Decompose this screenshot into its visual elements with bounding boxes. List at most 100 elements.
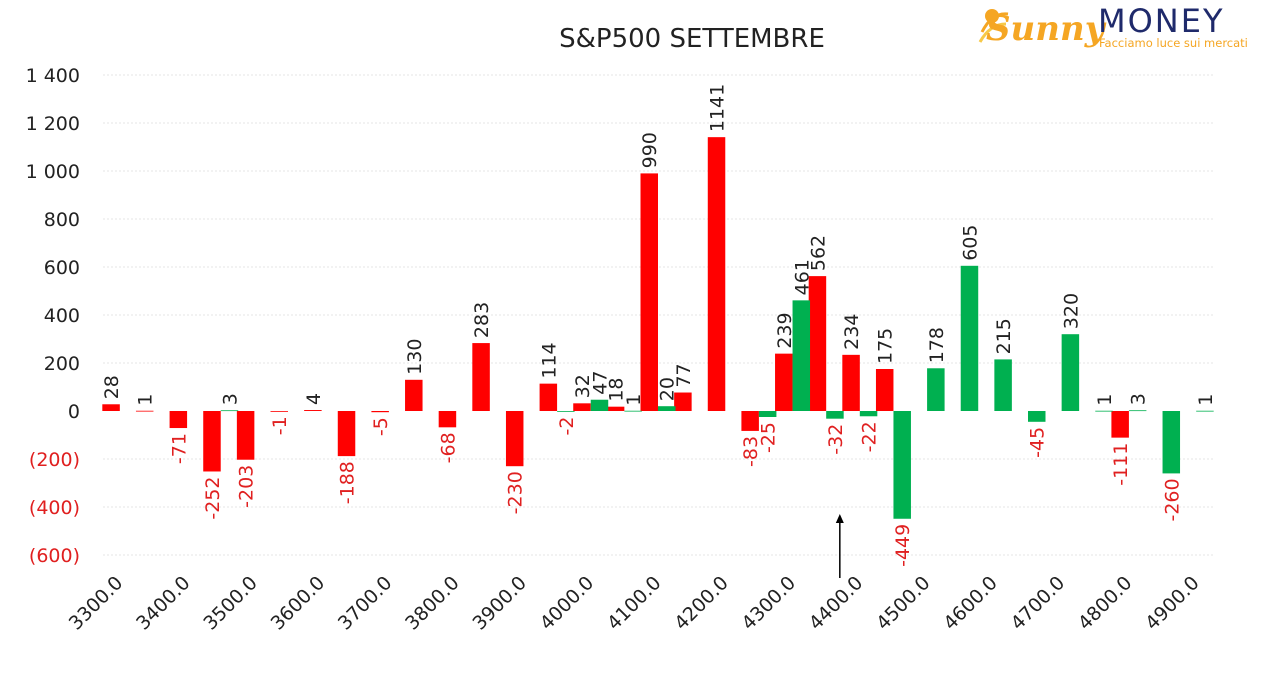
data-label: -252: [202, 476, 224, 519]
x-axis: 3300.0 3400.0 3500.0 3600.0 3700.0 3800.0 3900…: [65, 572, 1204, 635]
data-label: 1: [135, 394, 157, 406]
data-label: -68: [437, 432, 459, 463]
data-label: 3: [219, 393, 241, 405]
bar: [472, 343, 490, 411]
data-label: 18: [606, 377, 628, 401]
bar: [337, 411, 356, 457]
data-label: -22: [859, 421, 881, 452]
y-tick-label: 200: [44, 353, 80, 375]
data-label: 114: [538, 342, 560, 378]
bar: [707, 137, 726, 411]
bar: [624, 410, 642, 412]
arrow-head: [835, 514, 844, 523]
data-label: 283: [471, 302, 493, 338]
bar: [169, 411, 188, 429]
data-label: 320: [1060, 293, 1082, 329]
data-label: -260: [1161, 478, 1183, 521]
y-axis: 1 400 1 200 1 000 800 600 400 200 0 (200) (400) (6…: [26, 65, 80, 567]
bar: [741, 411, 759, 431]
bar: [842, 354, 860, 411]
data-label: 130: [404, 339, 426, 375]
bar: [557, 411, 575, 412]
data-label: 562: [807, 235, 829, 271]
sunny-money-logo: Sunny MONEY Facciamo luce sui mercati: [978, 2, 1248, 50]
logo-name-money: MONEY: [1098, 2, 1225, 40]
data-label: 175: [875, 328, 897, 364]
bar: [775, 353, 793, 411]
data-label: -188: [337, 461, 359, 504]
data-label: 20: [657, 377, 679, 401]
bar: [927, 368, 945, 411]
y-tick-label: 600: [44, 257, 80, 279]
data-label: 1: [623, 394, 645, 406]
logo-name-sunny: Sunny: [986, 9, 1107, 49]
bar: [758, 411, 777, 417]
gridlines: [103, 74, 1213, 556]
data-label: 32: [572, 374, 594, 398]
bar: [590, 399, 609, 411]
bar: [859, 411, 878, 417]
x-tick-label: 3800.0: [401, 572, 464, 635]
data-label: -449: [892, 524, 914, 567]
data-label: 1: [1195, 394, 1217, 406]
data-label: -111: [1110, 443, 1132, 486]
bar: [405, 379, 423, 411]
bar: [304, 410, 322, 411]
x-tick-label: 3700.0: [334, 572, 397, 635]
data-label: -25: [758, 422, 780, 453]
data-label: 990: [639, 132, 661, 168]
data-label: -5: [370, 417, 392, 436]
x-tick-label: 4400.0: [805, 572, 868, 635]
y-tick-label: 0: [68, 401, 80, 423]
bar: [1111, 411, 1129, 438]
y-tick-label: 1 400: [26, 65, 80, 87]
y-tick-label: (400): [29, 497, 80, 519]
x-tick-label: 4600.0: [939, 572, 1002, 635]
y-tick-label: 400: [44, 305, 80, 327]
data-label: 239: [774, 312, 796, 348]
bar: [792, 300, 811, 411]
x-tick-label: 4800.0: [1074, 572, 1137, 635]
y-tick-label: 800: [44, 209, 80, 231]
bar: [994, 359, 1012, 411]
x-tick-label: 4200.0: [670, 572, 733, 635]
y-tick-label: 1 000: [26, 161, 80, 183]
bar: [220, 410, 239, 412]
bar: [135, 410, 154, 412]
x-tick-label: 4300.0: [738, 572, 801, 635]
x-tick-label: 3500.0: [199, 572, 262, 635]
bar: [438, 411, 457, 428]
data-label: 28: [101, 375, 123, 399]
data-label: 461: [791, 259, 813, 295]
bar: [875, 369, 894, 411]
data-label: 1: [1094, 394, 1116, 406]
bar: [371, 411, 389, 413]
y-tick-label: 1 200: [26, 113, 80, 135]
x-tick-label: 4100.0: [603, 572, 666, 635]
annotation-arrow: [835, 514, 844, 578]
bar: [658, 406, 676, 411]
bar: [893, 411, 911, 519]
x-tick-label: 3300.0: [65, 572, 128, 635]
data-label: -83: [740, 436, 762, 467]
bar: [1162, 411, 1181, 474]
x-tick-label: 3600.0: [267, 572, 330, 635]
bars: [102, 137, 1214, 519]
bar: [808, 276, 827, 411]
data-labels: 28 1 -71 -252 -203 -1 4 -188 -5 130 -68 283 -230 114 3…: [101, 84, 1217, 567]
x-tick-label: 3900.0: [468, 572, 531, 635]
x-tick-label: 4900.0: [1141, 572, 1204, 635]
bar: [960, 265, 979, 411]
data-label: 4: [303, 393, 325, 405]
bar: [1196, 410, 1214, 412]
x-tick-label: 4500.0: [872, 572, 935, 635]
bar: [539, 383, 558, 411]
data-label: -230: [505, 471, 527, 514]
bar: [1128, 410, 1147, 412]
x-tick-label: 4000.0: [536, 572, 599, 635]
bar: [505, 411, 524, 467]
bar: [102, 404, 120, 411]
y-tick-label: (600): [29, 545, 80, 567]
data-label: 605: [959, 225, 981, 261]
data-label: -45: [1027, 427, 1049, 458]
